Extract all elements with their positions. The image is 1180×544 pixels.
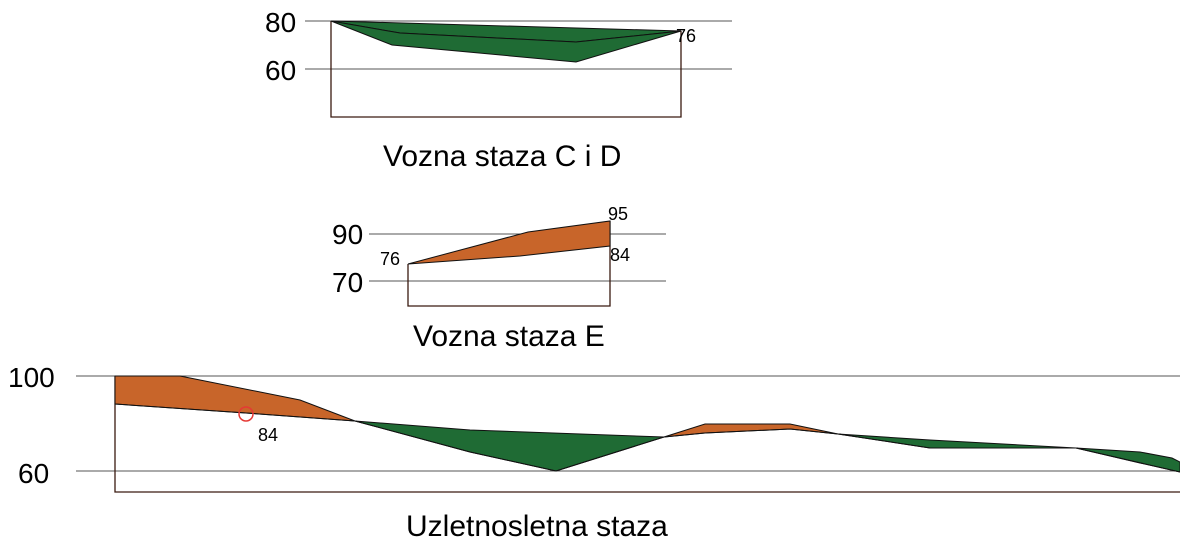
profile-e: 90 70 76 95 84 Vozna staza E xyxy=(332,204,666,353)
axis-label-60: 60 xyxy=(265,55,296,86)
profile-c-d: 80 60 76 Vozna staza C i D xyxy=(265,7,732,173)
profile-title: Uzletnosletna staza xyxy=(406,510,668,543)
point-label-76: 76 xyxy=(676,26,696,46)
axis-label-90: 90 xyxy=(332,219,363,250)
profile-frame xyxy=(114,376,1180,493)
terrain-line xyxy=(114,403,1180,473)
axis-label-60: 60 xyxy=(18,458,49,489)
point-label-76: 76 xyxy=(380,249,400,269)
point-label-95: 95 xyxy=(608,204,628,224)
profile-runway: 100 60 84 Uzletnosletna staza xyxy=(8,362,1180,543)
axis-label-80: 80 xyxy=(265,7,296,38)
axis-label-100: 100 xyxy=(8,362,55,393)
survey-point-marker xyxy=(238,406,254,422)
profile-frame xyxy=(330,21,682,118)
fill-area xyxy=(114,375,356,422)
cut-area xyxy=(354,420,665,472)
point-label-84: 84 xyxy=(258,425,278,445)
cut-area-lower xyxy=(330,20,682,63)
cut-area xyxy=(837,433,1077,449)
fill-area xyxy=(407,220,611,265)
point-label-84: 84 xyxy=(610,245,630,265)
profile-title: Vozna staza C i D xyxy=(383,140,621,173)
profile-frame xyxy=(407,221,611,307)
axis-label-70: 70 xyxy=(332,267,363,298)
profile-title: Vozna staza E xyxy=(413,320,605,353)
